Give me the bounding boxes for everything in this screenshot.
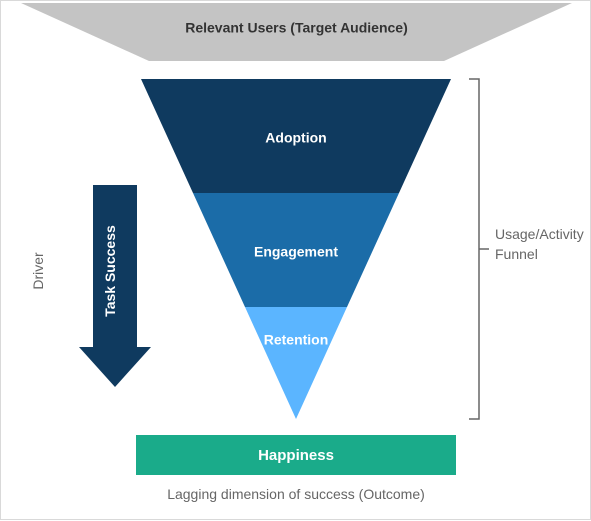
task-success-arrow-head xyxy=(79,347,151,387)
top-banner-label: Relevant Users (Target Audience) xyxy=(185,20,408,36)
usage-bracket-label-2: Funnel xyxy=(495,246,538,262)
task-success-label: Task Success xyxy=(102,225,118,317)
funnel-segment-retention xyxy=(245,307,347,419)
usage-bracket xyxy=(469,79,489,419)
funnel: Adoption Engagement Retention xyxy=(141,79,451,419)
driver-label: Driver xyxy=(30,252,46,290)
usage-bracket-label-1: Usage/Activity xyxy=(495,226,584,242)
funnel-label-adoption: Adoption xyxy=(265,130,326,146)
funnel-diagram: Relevant Users (Target Audience) Adoptio… xyxy=(1,1,591,521)
diagram-frame: Relevant Users (Target Audience) Adoptio… xyxy=(0,0,591,520)
caption: Lagging dimension of success (Outcome) xyxy=(167,486,425,502)
funnel-label-retention: Retention xyxy=(264,332,329,348)
outcome-label: Happiness xyxy=(258,447,334,464)
funnel-label-engagement: Engagement xyxy=(254,244,338,260)
